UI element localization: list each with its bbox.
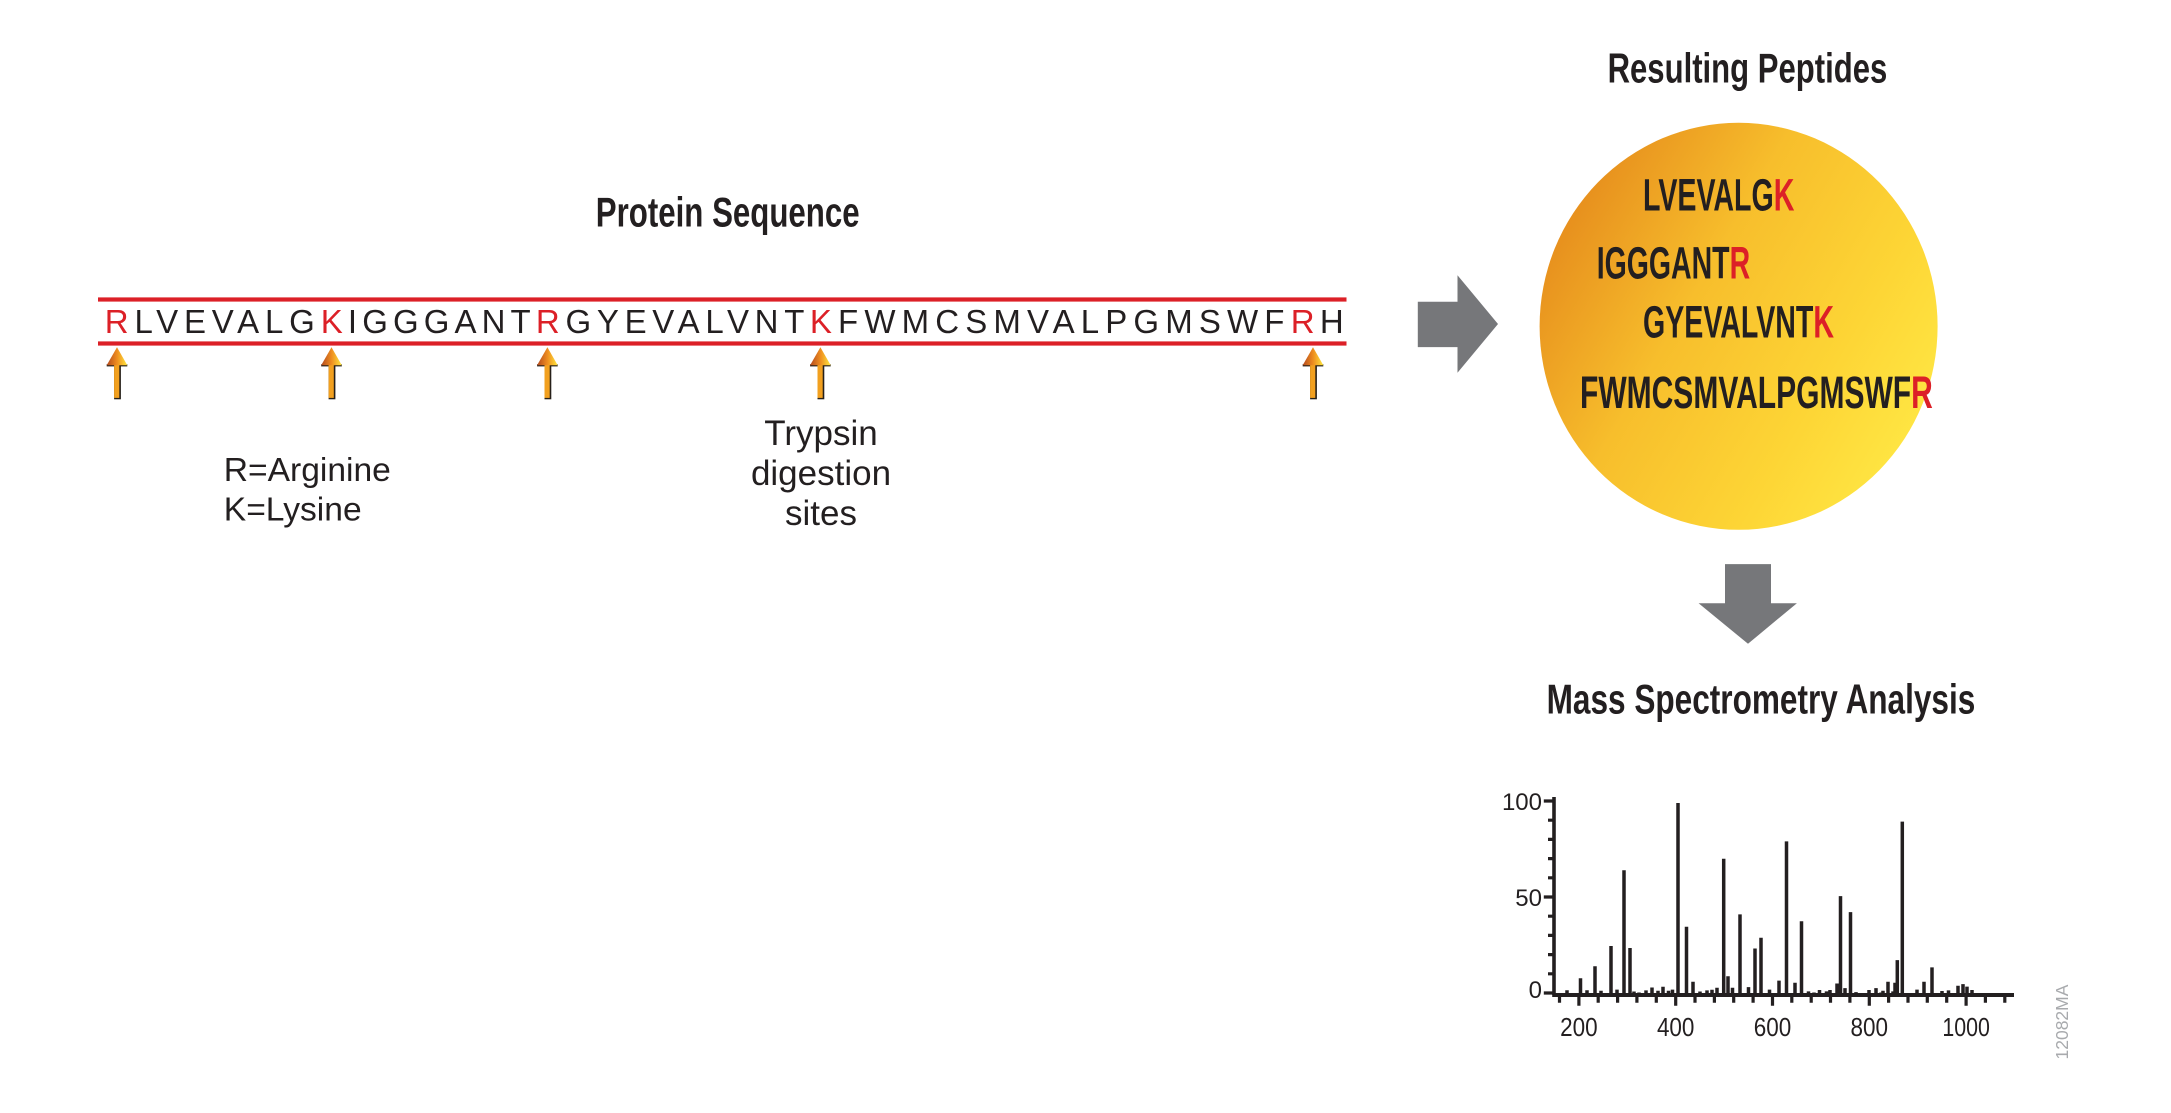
svg-text:IGGGANTR: IGGGANTR — [1597, 238, 1750, 288]
svg-text:600: 600 — [1754, 1012, 1792, 1042]
svg-text:400: 400 — [1657, 1012, 1695, 1042]
svg-text:1000: 1000 — [1942, 1012, 1990, 1042]
svg-text:Protein Sequence: Protein Sequence — [596, 188, 860, 236]
svg-text:LVEVALGK: LVEVALGK — [1643, 170, 1794, 220]
svg-text:0: 0 — [1529, 977, 1542, 1004]
svg-text:50: 50 — [1515, 885, 1542, 912]
svg-text:R=Arginine: R=Arginine — [224, 452, 391, 489]
svg-text:Mass Spectrometry Analysis: Mass Spectrometry Analysis — [1547, 675, 1976, 722]
svg-text:100: 100 — [1502, 789, 1542, 816]
svg-text:sites: sites — [785, 494, 857, 533]
svg-text:GYEVALVNTK: GYEVALVNTK — [1643, 297, 1834, 347]
svg-text:200: 200 — [1560, 1012, 1598, 1042]
svg-text:digestion: digestion — [751, 454, 891, 493]
svg-text:RLVEVALGKIGGGANTRGYEVALVNTKFWM: RLVEVALGKIGGGANTRGYEVALVNTKFWMCSMVALPGMS… — [105, 303, 1349, 340]
svg-text:K=Lysine: K=Lysine — [224, 492, 362, 529]
svg-text:FWMCSMVALPGMSWFR: FWMCSMVALPGMSWFR — [1580, 368, 1933, 419]
svg-text:Resulting Peptides: Resulting Peptides — [1608, 45, 1888, 92]
svg-text:Trypsin: Trypsin — [764, 414, 877, 453]
svg-text:12082MA: 12082MA — [2052, 984, 2072, 1059]
svg-text:800: 800 — [1851, 1012, 1889, 1042]
